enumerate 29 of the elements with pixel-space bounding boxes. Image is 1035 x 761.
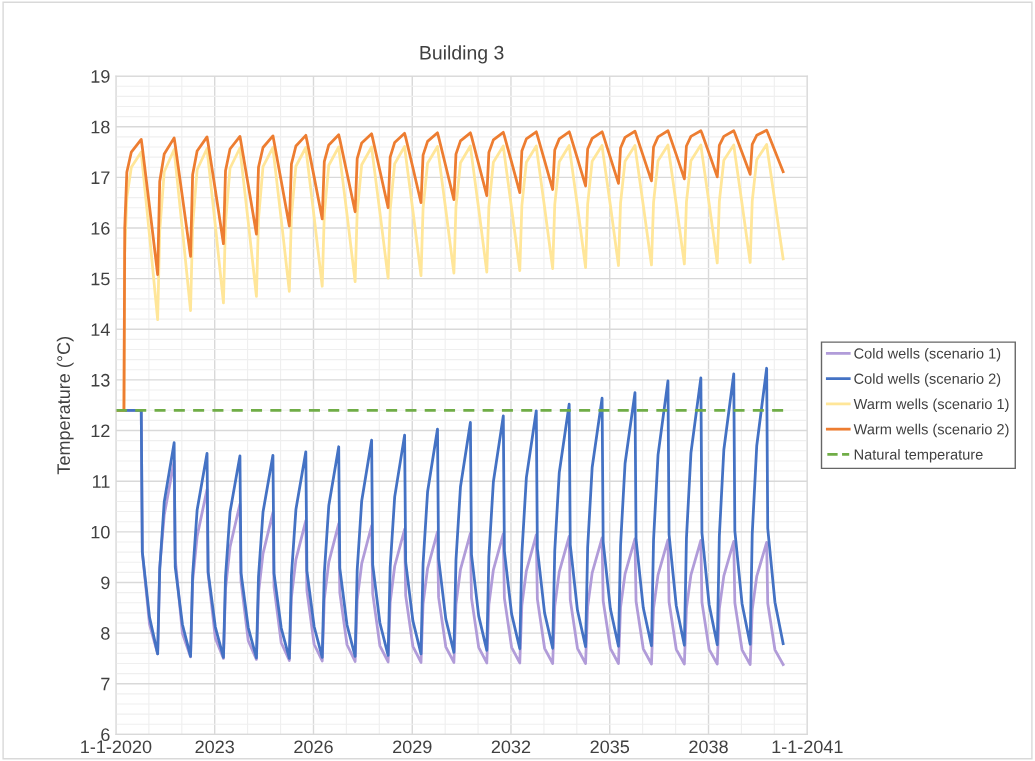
y-tick-label: 14 [91,323,110,336]
legend-label: Warm wells (scenario 2) [853,423,1009,438]
y-tick-label: 7 [101,677,110,691]
x-tick-label: 1-1-2041 [772,740,843,754]
x-tick-label: 2023 [195,740,234,754]
x-tick-label: 2038 [689,740,728,754]
y-tick-label: 9 [101,576,110,590]
chart-title: Building 3 [420,45,504,64]
y-tick-label: 17 [91,171,110,184]
y-tick-label: 10 [91,525,110,539]
y-tick-label: 19 [91,70,110,83]
x-tick-label: 2026 [294,740,333,754]
y-tick-label: 13 [91,373,110,387]
y-tick-label: 8 [101,627,110,640]
legend-label: Cold wells (scenario 1) [854,347,1001,362]
y-tick-label: 11 [92,475,110,488]
y-tick-label: 12 [91,424,110,438]
x-tick-label: 2032 [491,740,531,754]
y-tick-label: 16 [91,221,110,235]
legend-label: Warm wells (scenario 1) [853,398,1009,413]
x-tick-label: 1-1-2020 [81,740,152,754]
y-tick-label: 6 [101,728,110,742]
y-tick-label: 15 [91,272,110,286]
x-tick-label: 2035 [590,740,630,754]
x-tick-label: 2029 [393,740,432,754]
y-tick-label: 18 [91,120,110,134]
y-axis-title: Temperature (°C) [56,337,74,475]
legend-label: Natural temperature [854,448,983,463]
legend-label: Cold wells (scenario 2) [854,373,1001,387]
